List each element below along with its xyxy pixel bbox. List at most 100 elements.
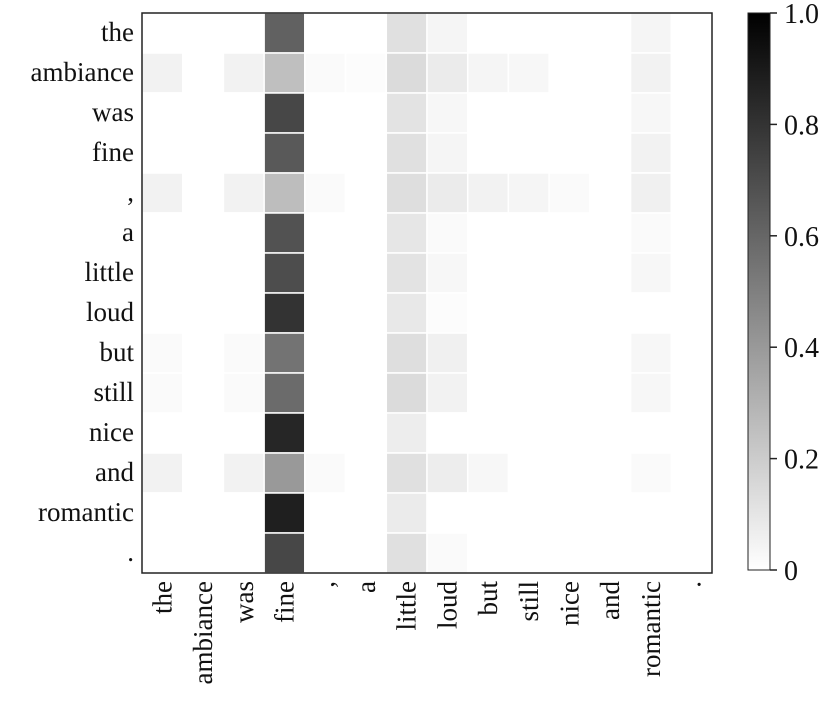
heatmap-cell-r13-c9 <box>507 532 550 574</box>
heatmap-cell-r9-c0 <box>141 372 184 414</box>
heatmap-cell-r8-c9 <box>507 332 550 374</box>
x-axis-tick-labels: the ambiance was fine, a little loud but still ni… <box>147 581 706 685</box>
heatmap-cell-r3-c11 <box>589 132 632 174</box>
y-tick-label-1: ambiance <box>31 57 134 87</box>
heatmap-cell-r3-c0 <box>141 132 184 174</box>
heatmap-cell-r1-c6 <box>385 52 428 94</box>
y-tick-label-5: a <box>122 217 134 247</box>
heatmap-cell-r2-c11 <box>589 92 632 134</box>
heatmap-cell-r2-c10 <box>548 92 591 134</box>
heatmap-cell-r3-c2 <box>222 132 265 174</box>
heatmap-cell-r13-c5 <box>344 532 388 574</box>
heatmap-cell-r4-c5 <box>344 172 388 214</box>
heatmap-cell-r6-c10 <box>548 252 591 294</box>
heatmap-cell-r11-c13 <box>670 452 713 494</box>
y-tick-label-7: loud <box>86 297 135 327</box>
heatmap-cell-r0-c9 <box>507 12 550 54</box>
colorbar-tick-label-4: 0.8 <box>784 110 819 141</box>
x-tick-label-4: , <box>310 581 340 588</box>
heatmap-cell-r6-c13 <box>670 252 713 294</box>
heatmap-cell-r6-c5 <box>344 252 388 294</box>
y-tick-label-2: was <box>92 97 134 127</box>
y-tick-label-0: the <box>101 17 134 47</box>
heatmap-cell-r3-c6 <box>385 132 428 174</box>
x-tick-label-0: the <box>147 581 177 614</box>
heatmap-cell-r13-c1 <box>181 532 225 574</box>
heatmap-cell-r8-c8 <box>466 332 510 374</box>
heatmap-cell-r3-c10 <box>548 132 591 174</box>
heatmap-cell-r1-c7 <box>426 52 469 94</box>
x-tick-label-3: fine <box>270 581 300 623</box>
heatmap-cell-r8-c3 <box>263 332 306 374</box>
y-tick-label-4: , <box>127 177 134 207</box>
heatmap-cell-r11-c2 <box>222 452 265 494</box>
heatmap-cell-r5-c11 <box>589 212 632 254</box>
x-tick-label-9: still <box>514 581 544 622</box>
heatmap-cell-r10-c11 <box>589 412 632 454</box>
heatmap-cell-r7-c10 <box>548 292 591 334</box>
heatmap-cell-r0-c7 <box>426 12 469 54</box>
heatmap-cell-r8-c11 <box>589 332 632 374</box>
heatmap-cell-r1-c10 <box>548 52 591 94</box>
heatmap-cell-r7-c8 <box>466 292 510 334</box>
heatmap-cell-r9-c11 <box>589 372 632 414</box>
heatmap-cell-r6-c11 <box>589 252 632 294</box>
heatmap-cell-r10-c13 <box>670 412 713 454</box>
heatmap-cell-r7-c11 <box>589 292 632 334</box>
heatmap-cell-r8-c1 <box>181 332 225 374</box>
colorbar-ticks: 0 0.2 0.4 0.6 0.8 1.0 <box>770 0 819 587</box>
x-tick-label-10: nice <box>555 581 585 626</box>
heatmap-cell-r0-c1 <box>181 12 225 54</box>
heatmap-cell-r4-c8 <box>466 172 510 214</box>
heatmap-cell-r13-c4 <box>304 532 347 574</box>
heatmap-cell-r2-c1 <box>181 92 225 134</box>
heatmap-cell-r11-c5 <box>344 452 388 494</box>
heatmap-cell-r7-c9 <box>507 292 550 334</box>
heatmap-cell-r12-c2 <box>222 492 265 534</box>
heatmap-cell-r10-c7 <box>426 412 469 454</box>
heatmap-cell-r0-c3 <box>263 12 306 54</box>
heatmap-cell-r1-c3 <box>263 52 306 94</box>
heatmap-cell-r7-c4 <box>304 292 347 334</box>
heatmap-cell-r1-c5 <box>344 52 388 94</box>
heatmap-cell-r6-c0 <box>141 252 184 294</box>
heatmap-cell-r3-c8 <box>466 132 510 174</box>
heatmap-cell-r8-c12 <box>629 332 673 374</box>
x-tick-label-11: and <box>595 581 625 620</box>
heatmap-cell-r11-c9 <box>507 452 550 494</box>
heatmap-cell-r11-c6 <box>385 452 428 494</box>
heatmap-cell-r10-c9 <box>507 412 550 454</box>
heatmap-cell-r5-c10 <box>548 212 591 254</box>
heatmap-cell-r9-c6 <box>385 372 428 414</box>
heatmap-cell-r11-c0 <box>141 452 184 494</box>
heatmap-cell-r5-c9 <box>507 212 550 254</box>
heatmap-cell-r1-c1 <box>181 52 225 94</box>
heatmap-cell-r11-c1 <box>181 452 225 494</box>
heatmap-cell-r9-c9 <box>507 372 550 414</box>
heatmap-cell-r10-c0 <box>141 412 184 454</box>
heatmap-cell-r1-c2 <box>222 52 265 94</box>
y-tick-label-3: fine <box>92 137 134 167</box>
heatmap-cell-r2-c8 <box>466 92 510 134</box>
heatmap-cell-r6-c7 <box>426 252 469 294</box>
heatmap-cell-r10-c2 <box>222 412 265 454</box>
x-tick-label-5: a <box>351 581 381 593</box>
heatmap-cell-r5-c6 <box>385 212 428 254</box>
heatmap-cell-r9-c2 <box>222 372 265 414</box>
heatmap-cell-r12-c1 <box>181 492 225 534</box>
heatmap-cell-r2-c4 <box>304 92 347 134</box>
heatmap-cell-r8-c13 <box>670 332 713 374</box>
heatmap-cell-r6-c9 <box>507 252 550 294</box>
heatmap-cell-r0-c0 <box>141 12 184 54</box>
heatmap-cell-r9-c7 <box>426 372 469 414</box>
heatmap-cell-r4-c3 <box>263 172 306 214</box>
heatmap-cell-r5-c5 <box>344 212 388 254</box>
heatmap-cell-r10-c6 <box>385 412 428 454</box>
heatmap-cells <box>141 12 713 574</box>
heatmap-cell-r6-c1 <box>181 252 225 294</box>
heatmap-cell-r5-c7 <box>426 212 469 254</box>
heatmap-cell-r3-c7 <box>426 132 469 174</box>
x-tick-label-13: . <box>677 581 707 588</box>
heatmap-cell-r2-c0 <box>141 92 184 134</box>
